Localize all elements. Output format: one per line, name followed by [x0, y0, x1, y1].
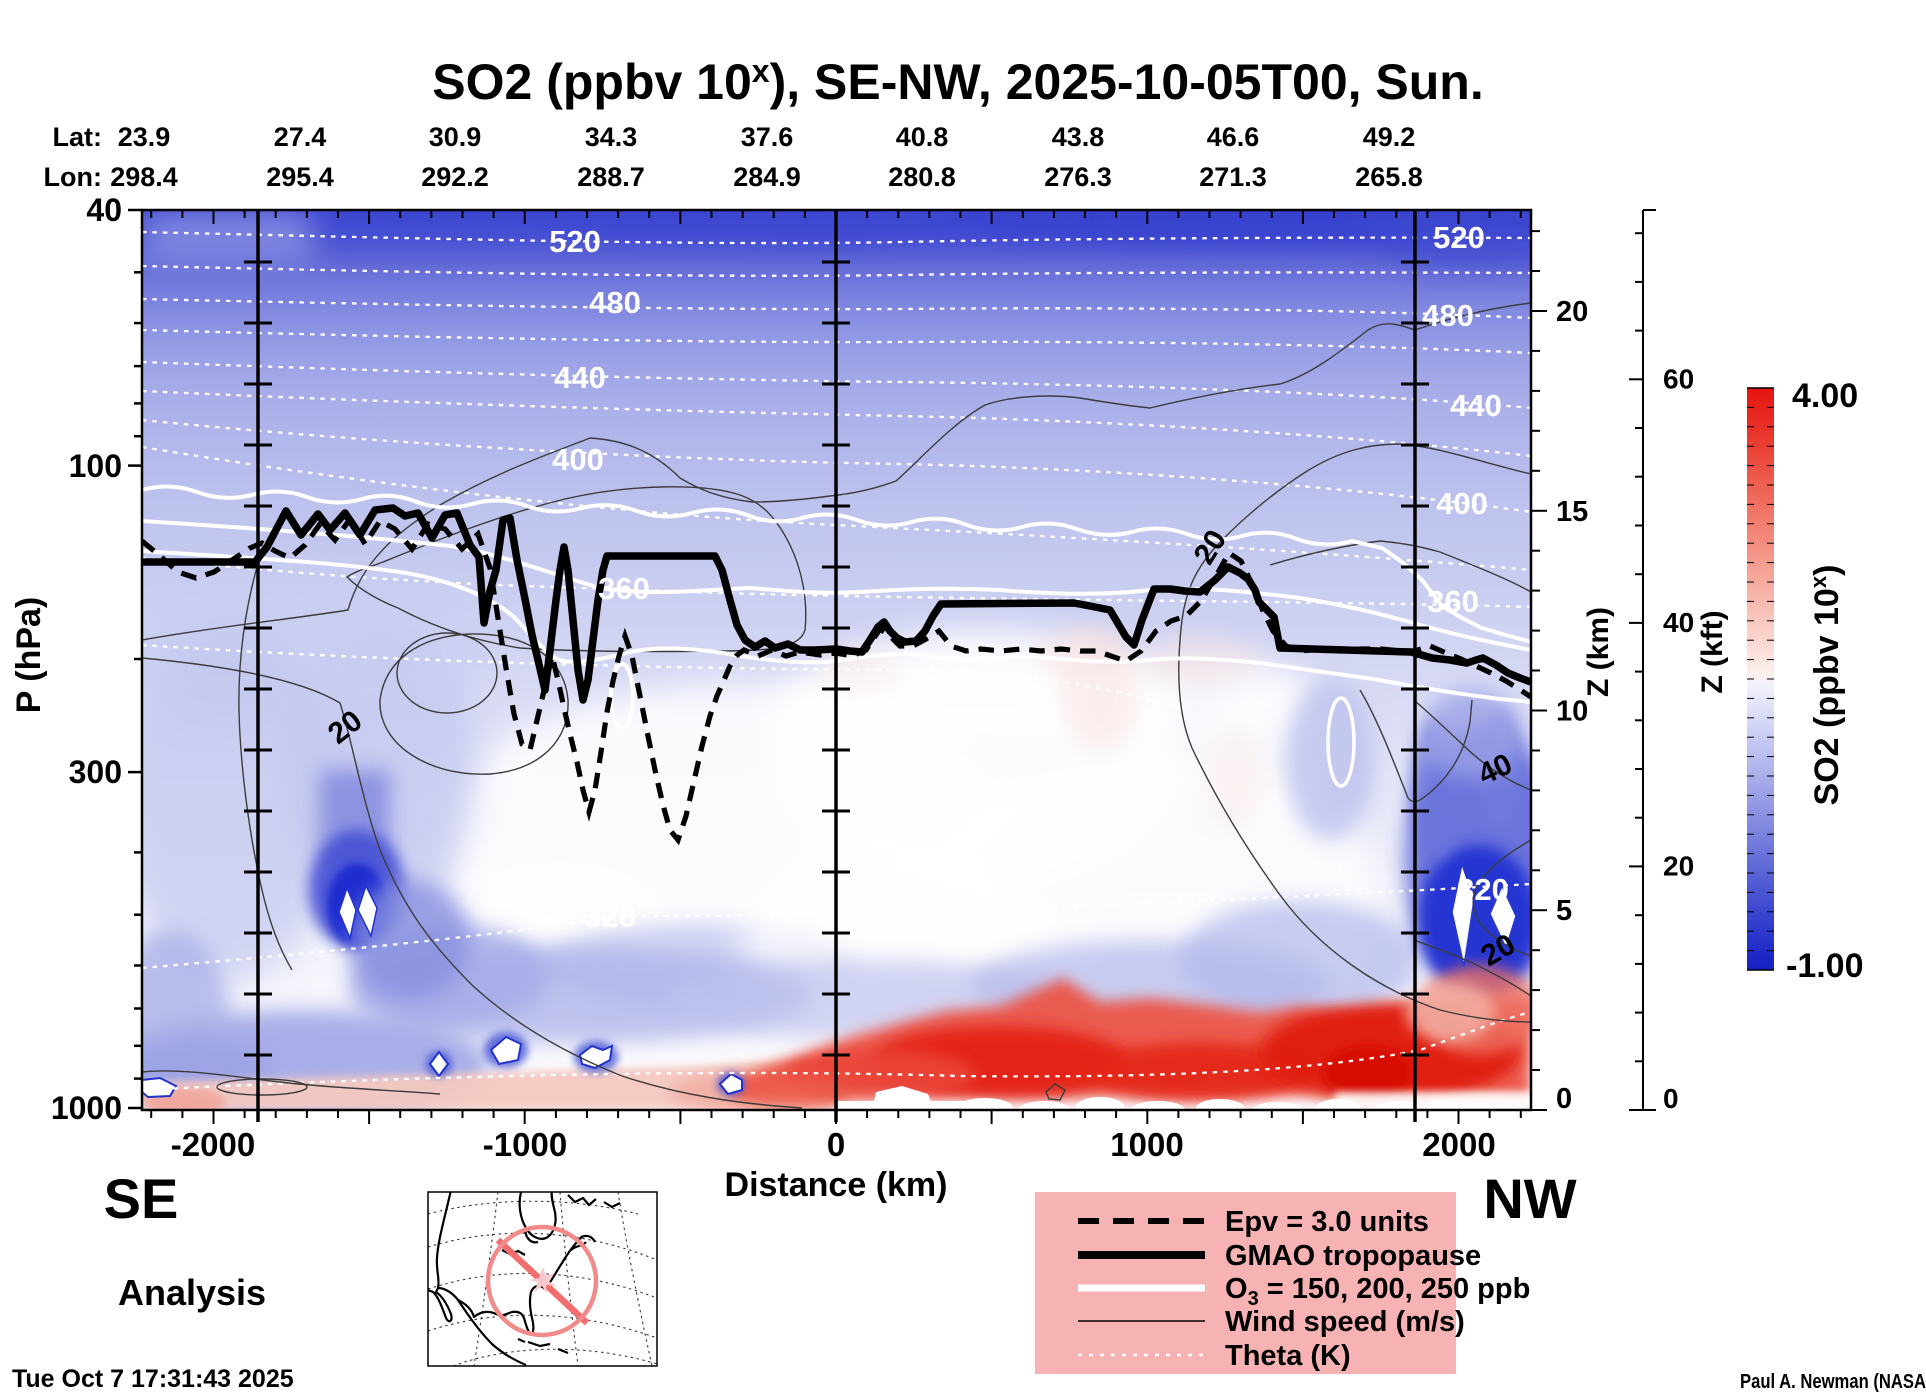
svg-text:2000: 2000 [1422, 1126, 1495, 1163]
svg-text:Tue Oct 7 17:31:43 2025: Tue Oct 7 17:31:43 2025 [12, 1365, 294, 1393]
svg-text:40.8: 40.8 [896, 122, 949, 152]
svg-text:10: 10 [1556, 696, 1588, 728]
svg-text:1000: 1000 [1110, 1126, 1183, 1163]
svg-text:320: 320 [584, 899, 636, 934]
svg-text:440: 440 [554, 360, 606, 395]
svg-text:Distance (km): Distance (km) [725, 1166, 948, 1204]
svg-text:SO2 (ppbv 10x), SE-NW, 2025-10: SO2 (ppbv 10x), SE-NW, 2025-10-05T00, Su… [432, 53, 1483, 110]
svg-text:40: 40 [86, 192, 122, 228]
svg-text:NW: NW [1483, 1167, 1576, 1230]
svg-text:23.9: 23.9 [118, 122, 171, 152]
svg-text:320: 320 [1457, 872, 1509, 907]
svg-text:49.2: 49.2 [1363, 122, 1416, 152]
svg-text:292.2: 292.2 [421, 162, 489, 192]
svg-text:295.4: 295.4 [266, 162, 334, 192]
svg-text:Analysis: Analysis [118, 1272, 266, 1313]
svg-text:Wind speed (m/s): Wind speed (m/s) [1225, 1306, 1465, 1338]
svg-text:0: 0 [1663, 1083, 1679, 1114]
svg-text:SO2 (ppbv 10x): SO2 (ppbv 10x) [1806, 565, 1846, 806]
svg-text:Paul A. Newman (NASA: Paul A. Newman (NASA [1740, 1371, 1926, 1393]
svg-text:-1000: -1000 [483, 1126, 567, 1163]
svg-text:Epv = 3.0 units: Epv = 3.0 units [1225, 1206, 1429, 1238]
svg-text:4.00: 4.00 [1792, 377, 1858, 415]
svg-text:34.3: 34.3 [585, 122, 638, 152]
svg-text:43.8: 43.8 [1052, 122, 1105, 152]
svg-text:520: 520 [549, 224, 601, 259]
svg-text:360: 360 [1427, 584, 1479, 619]
svg-text:Z (kft): Z (kft) [1696, 610, 1729, 693]
svg-text:46.6: 46.6 [1207, 122, 1260, 152]
svg-text:480: 480 [1422, 298, 1474, 333]
svg-text:400: 400 [552, 442, 604, 477]
svg-text:30.9: 30.9 [429, 122, 482, 152]
svg-text:265.8: 265.8 [1355, 162, 1423, 192]
svg-text:20: 20 [1663, 850, 1694, 881]
svg-text:-2000: -2000 [171, 1126, 255, 1163]
svg-text:GMAO tropopause: GMAO tropopause [1225, 1240, 1481, 1272]
svg-text:20: 20 [1556, 296, 1588, 328]
svg-text:P (hPa): P (hPa) [10, 597, 48, 714]
svg-text:27.4: 27.4 [274, 122, 327, 152]
svg-text:0: 0 [827, 1126, 845, 1163]
svg-text:480: 480 [589, 285, 641, 320]
svg-text:284.9: 284.9 [733, 162, 801, 192]
svg-text:298.4: 298.4 [110, 162, 178, 192]
svg-text:1000: 1000 [51, 1090, 122, 1126]
svg-text:288.7: 288.7 [577, 162, 645, 192]
svg-text:37.6: 37.6 [741, 122, 794, 152]
svg-text:-1.00: -1.00 [1786, 947, 1864, 985]
svg-text:280.8: 280.8 [888, 162, 956, 192]
svg-text:271.3: 271.3 [1199, 162, 1267, 192]
svg-text:Theta (K): Theta (K) [1225, 1340, 1351, 1372]
svg-text:60: 60 [1663, 363, 1694, 394]
svg-text:360: 360 [598, 571, 650, 606]
svg-text:Lon:: Lon: [44, 162, 102, 192]
svg-text:520: 520 [1433, 220, 1485, 255]
svg-text:0: 0 [1556, 1083, 1572, 1115]
svg-text:440: 440 [1450, 388, 1502, 423]
svg-text:40: 40 [1663, 607, 1694, 638]
svg-text:Z (km): Z (km) [1582, 607, 1615, 697]
svg-text:400: 400 [1436, 486, 1488, 521]
svg-text:SE: SE [104, 1167, 179, 1230]
svg-text:Lat:: Lat: [53, 122, 103, 152]
svg-text:5: 5 [1556, 895, 1572, 927]
svg-text:276.3: 276.3 [1044, 162, 1112, 192]
svg-text:300: 300 [69, 754, 122, 790]
svg-text:15: 15 [1556, 496, 1588, 528]
svg-text:100: 100 [69, 448, 122, 484]
svg-text:O3 = 150, 200, 250 ppb: O3 = 150, 200, 250 ppb [1225, 1273, 1530, 1310]
